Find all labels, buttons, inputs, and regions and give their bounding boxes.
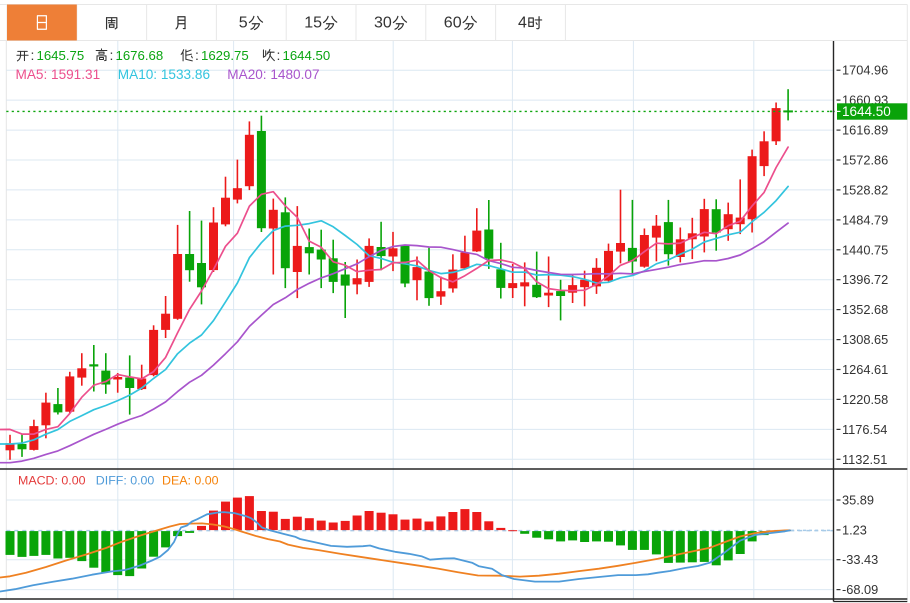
- svg-text:1220.58: 1220.58: [842, 392, 888, 407]
- svg-text:1572.86: 1572.86: [842, 153, 888, 168]
- svg-text:1528.82: 1528.82: [842, 182, 888, 197]
- svg-text:1644.50: 1644.50: [842, 104, 891, 119]
- svg-text:1440.75: 1440.75: [842, 242, 888, 257]
- svg-text:DEA: 0.00: DEA: 0.00: [162, 474, 219, 488]
- svg-text:1308.65: 1308.65: [842, 332, 888, 347]
- svg-text:60: 60: [444, 15, 462, 32]
- svg-text:1176.54: 1176.54: [842, 422, 887, 437]
- svg-text:MA10: 1533.86: MA10: 1533.86: [118, 67, 210, 82]
- svg-text:5: 5: [239, 15, 248, 32]
- svg-text::: :: [195, 47, 199, 63]
- svg-text:1629.75: 1629.75: [201, 48, 249, 63]
- svg-text:1352.68: 1352.68: [842, 302, 888, 317]
- svg-text:1396.72: 1396.72: [842, 272, 888, 287]
- svg-text:-33.43: -33.43: [842, 552, 878, 567]
- svg-text::: :: [31, 47, 35, 63]
- svg-text::: :: [110, 47, 114, 63]
- svg-text:1132.51: 1132.51: [842, 452, 887, 467]
- svg-text:1644.50: 1644.50: [283, 48, 331, 63]
- svg-text:30: 30: [374, 15, 392, 32]
- svg-text:DIFF: 0.00: DIFF: 0.00: [96, 474, 155, 488]
- svg-text:4: 4: [518, 15, 527, 32]
- svg-text:15: 15: [304, 15, 322, 32]
- svg-text:1616.89: 1616.89: [842, 123, 888, 138]
- svg-text:MA5: 1591.31: MA5: 1591.31: [16, 67, 101, 82]
- svg-text:35.89: 35.89: [842, 493, 874, 508]
- svg-text:MACD: 0.00: MACD: 0.00: [18, 474, 86, 488]
- svg-text:1704.96: 1704.96: [842, 63, 888, 78]
- svg-text:1.23: 1.23: [842, 522, 867, 537]
- svg-text:-68.09: -68.09: [842, 582, 878, 597]
- svg-text::: :: [277, 47, 281, 63]
- svg-text:1484.79: 1484.79: [842, 212, 888, 227]
- svg-text:1676.68: 1676.68: [116, 48, 164, 63]
- svg-text:MA20: 1480.07: MA20: 1480.07: [227, 67, 319, 82]
- svg-text:1264.61: 1264.61: [842, 362, 888, 377]
- svg-text:1645.75: 1645.75: [37, 48, 85, 63]
